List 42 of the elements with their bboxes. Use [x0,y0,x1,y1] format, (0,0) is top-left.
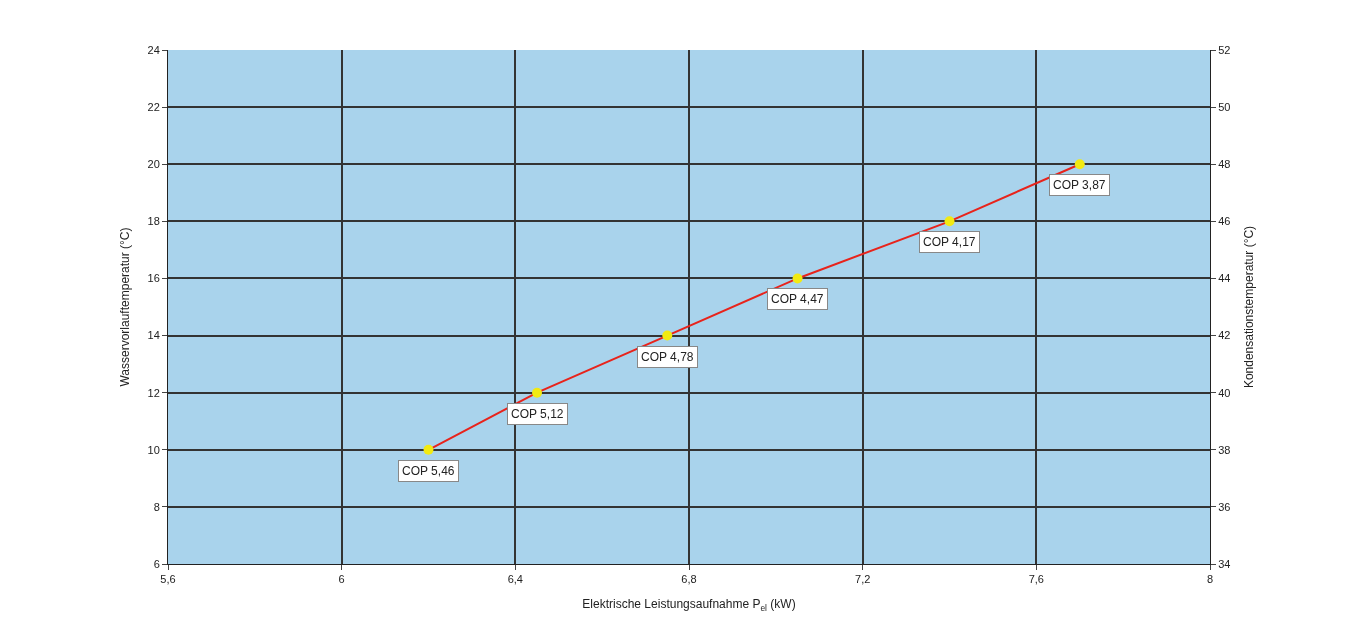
y2-tick-label: 42 [1218,329,1231,342]
y2-axis-title: Kondensationstemperatur (°C) [1242,225,1257,389]
y-tick-label: 10 [147,443,160,456]
point [1074,159,1085,170]
y-tick-label: 14 [147,329,160,342]
y-tick-label: 12 [147,386,160,399]
y-tick-label: 20 [147,158,160,171]
x-axis-title: Elektrische Leistungsaufnahme P$_{el}$ (kW) [582,597,796,613]
point [532,387,543,398]
y-tick-label: 22 [147,100,160,113]
annotation: COP 4,78 [641,350,694,364]
y-tick-label: 24 [147,43,160,56]
y-tick-label: 6 [153,557,160,570]
point [662,330,673,341]
y2-tick-label: 50 [1218,100,1231,113]
y2-tick-label: 46 [1218,215,1231,228]
annotation: COP 5,46 [402,464,455,478]
x-tick-label: 7,2 [855,573,871,586]
y-tick-label: 8 [153,500,160,513]
y2-tick-label: 48 [1218,158,1231,171]
annotation: COP 3,87 [1053,178,1106,192]
point [792,273,803,284]
y2-tick-label: 52 [1218,43,1231,56]
y-tick-label: 18 [147,215,160,228]
y2-tick-label: 40 [1218,386,1231,399]
x-tick-label: 6,8 [681,573,697,586]
annotation: COP 5,12 [511,407,564,421]
y2-tick-label: 44 [1218,272,1231,285]
x-tick-label: 6 [338,573,345,586]
point [423,444,434,455]
x-tick-label: 6,4 [507,573,523,586]
y2-tick-label: 38 [1218,443,1231,456]
annotation: COP 4,17 [923,235,976,249]
y-axis-title: Wasservorlauftemperatur (°C) [117,227,132,387]
x-tick-label: 8 [1206,573,1214,586]
x-tick-label: 5,6 [160,573,176,586]
y2-tick-label: 36 [1218,500,1231,513]
x-tick-label: 7,6 [1028,573,1044,586]
y-tick-label: 16 [147,272,160,285]
annotation: COP 4,47 [771,292,824,306]
y2-tick-label: 34 [1218,557,1231,570]
point [944,216,955,227]
